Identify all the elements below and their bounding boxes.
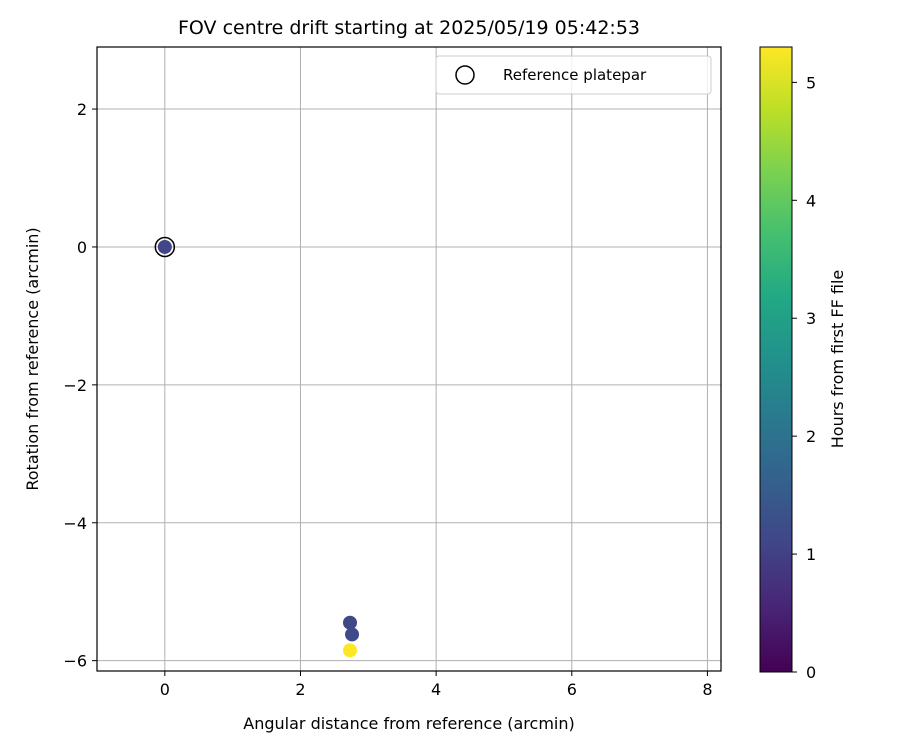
- plot-frame: [96, 46, 722, 672]
- colorbar-tick-label: 3: [806, 309, 816, 328]
- colorbar-tick-label: 2: [806, 427, 816, 446]
- chart-title: FOV centre drift starting at 2025/05/19 …: [178, 17, 640, 39]
- x-axis-label: Angular distance from reference (arcmin): [243, 714, 574, 733]
- data-point: [345, 627, 360, 642]
- legend-label-reference: Reference platepar: [503, 66, 647, 84]
- axis-ticks: 0 2 4 6 8 −6 −4 −2 0 2: [63, 100, 712, 699]
- colorbar-tick-label: 1: [806, 545, 816, 564]
- data-points: [154, 236, 360, 658]
- colorbar-tick-label: 0: [806, 663, 816, 682]
- x-tick-label: 2: [295, 680, 305, 699]
- x-tick-label: 6: [567, 680, 577, 699]
- legend-box: [435, 55, 712, 95]
- y-axis-label: Rotation from reference (arcmin): [23, 227, 42, 490]
- y-tick-label: −6: [63, 652, 87, 671]
- colorbar-tick-label: 4: [806, 191, 816, 210]
- y-tick-label: 0: [77, 238, 87, 257]
- x-tick-label: 0: [160, 680, 170, 699]
- data-point: [342, 615, 357, 630]
- legend: Reference platepar: [435, 55, 712, 95]
- y-tick-label: −2: [63, 376, 87, 395]
- colorbar: [759, 46, 793, 673]
- grid-lines: [97, 47, 721, 671]
- data-point: [342, 643, 357, 658]
- x-tick-label: 4: [431, 680, 441, 699]
- y-tick-label: −4: [63, 514, 87, 533]
- y-tick-label: 2: [77, 100, 87, 119]
- colorbar-label: Hours from first FF file: [828, 270, 847, 449]
- colorbar-ticks: 0 1 2 3 4 5: [792, 73, 816, 682]
- reference-platepar-marker: [154, 236, 176, 258]
- x-tick-label: 8: [702, 680, 712, 699]
- data-point: [157, 239, 172, 254]
- legend-marker-reference: [455, 65, 475, 85]
- colorbar-tick-label: 5: [806, 73, 816, 92]
